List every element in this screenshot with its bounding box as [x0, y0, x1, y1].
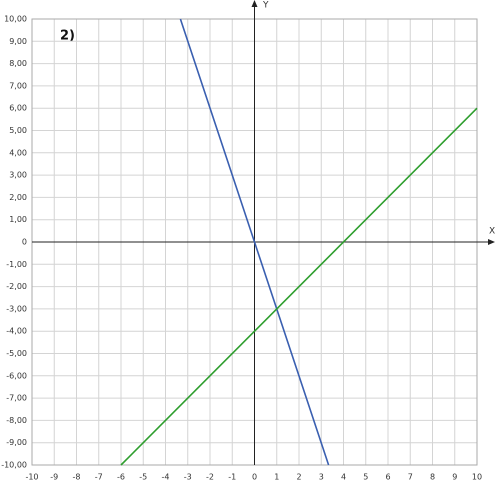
y-tick-label: 9,00 — [9, 37, 27, 46]
x-tick-label: -4 — [162, 473, 170, 482]
y-axis-arrow — [251, 0, 258, 7]
y-tick-label: 8,00 — [9, 59, 27, 68]
x-tick-label: 10 — [472, 473, 482, 482]
x-tick-label: -7 — [95, 473, 103, 482]
x-axis-label: X — [489, 227, 495, 237]
chart-title: 2) — [60, 29, 75, 44]
y-tick-label: 4,00 — [9, 148, 27, 157]
y-tick-label: -3,00 — [6, 304, 27, 313]
y-tick-label: -9,00 — [6, 438, 27, 447]
y-tick-label: 2,00 — [9, 193, 27, 202]
y-tick-label: -7,00 — [6, 394, 27, 403]
y-tick-label: -5,00 — [6, 349, 27, 358]
x-tick-label: -6 — [117, 473, 125, 482]
y-tick-label: -6,00 — [6, 371, 27, 380]
x-tick-label: 5 — [363, 473, 368, 482]
x-tick-label: -10 — [25, 473, 38, 482]
line — [179, 18, 330, 466]
y-tick-label: 6,00 — [9, 104, 27, 113]
x-tick-label: 1 — [274, 473, 279, 482]
x-tick-label: 0 — [252, 473, 257, 482]
y-tick-label: -8,00 — [6, 416, 27, 425]
y-axis-label: Y — [262, 1, 269, 11]
x-tick-label: 3 — [319, 473, 324, 482]
x-tick-label: -1 — [228, 473, 236, 482]
x-tick-label: 8 — [430, 473, 435, 482]
y-tick-label: 1,00 — [9, 215, 27, 224]
y-tick-label: 5,00 — [9, 126, 27, 135]
line — [120, 107, 478, 466]
x-tick-label: 7 — [408, 473, 413, 482]
y-tick-label: -10,00 — [1, 461, 27, 470]
x-tick-label: 6 — [385, 473, 390, 482]
x-tick-label: 2 — [296, 473, 301, 482]
y-tick-label: 7,00 — [9, 81, 27, 90]
y-tick-label: 10,00 — [4, 15, 27, 24]
x-axis-arrow — [488, 239, 495, 245]
y-tick-label: -1,00 — [6, 260, 27, 269]
x-tick-label: -3 — [184, 473, 192, 482]
x-tick-label: 9 — [452, 473, 457, 482]
x-tick-label: 4 — [341, 473, 346, 482]
y-tick-label: 3,00 — [9, 171, 27, 180]
x-tick-label: -2 — [206, 473, 214, 482]
y-tick-label: 0 — [22, 238, 27, 247]
x-tick-label: -8 — [73, 473, 81, 482]
y-tick-label: -4,00 — [6, 327, 27, 336]
y-tick-label: -2,00 — [6, 282, 27, 291]
x-tick-label: -9 — [50, 473, 58, 482]
x-tick-label: -5 — [139, 473, 147, 482]
